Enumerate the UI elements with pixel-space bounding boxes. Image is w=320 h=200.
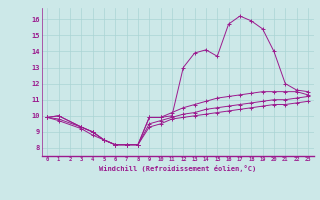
X-axis label: Windchill (Refroidissement éolien,°C): Windchill (Refroidissement éolien,°C)	[99, 165, 256, 172]
